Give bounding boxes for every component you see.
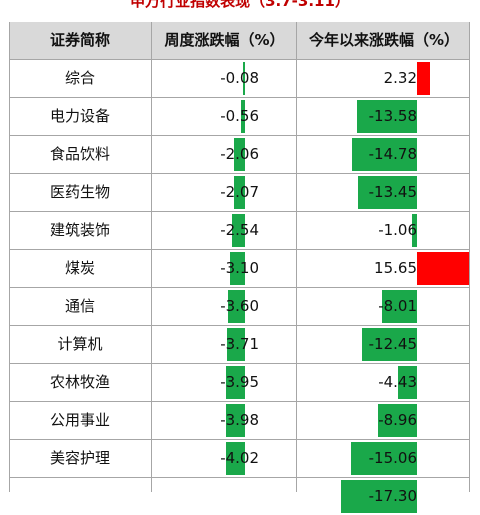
table-row: 美容护理 -4.02 -15.06 (9, 440, 470, 477)
row-divider (9, 363, 470, 364)
row-name: 农林牧渔 (49, 373, 110, 391)
table-row: 公用事业 -3.98 -8.96 (9, 402, 470, 439)
ytd-change-bar (397, 366, 417, 399)
weekly-change-value: -3.60 (220, 297, 259, 315)
table-row: 通信 -3.60 -8.01 (9, 288, 470, 325)
row-name: 公用事业 (49, 411, 110, 429)
weekly-change-value: -2.54 (220, 221, 259, 239)
ytd-change-value: -12.45 (368, 335, 417, 353)
ytd-change-value: 2.32 (383, 69, 417, 87)
ytd-change-bar (412, 214, 417, 247)
row-name: 食品饮料 (49, 145, 110, 163)
table-row: 建筑装饰 -2.54 -1.06 (9, 212, 470, 249)
ytd-change-bar (357, 100, 417, 133)
ytd-change-bar (377, 404, 417, 437)
ytd-change-bar (350, 442, 417, 475)
ytd-change-value: -13.58 (368, 107, 417, 125)
column-divider (296, 22, 297, 492)
row-divider (9, 173, 470, 174)
row-name: 综合 (64, 69, 95, 87)
weekly-change-value: -3.98 (220, 411, 259, 429)
ytd-change-bar (417, 62, 430, 95)
ytd-change-bar (381, 290, 417, 323)
weekly-change-bar (242, 62, 245, 95)
ytd-change-bar (357, 176, 417, 209)
row-divider (9, 325, 470, 326)
chart-title: 申万行业指数表现（3.7-3.11） (130, 0, 350, 10)
table-border (9, 22, 10, 492)
row-divider (9, 401, 470, 402)
weekly-change-bar (226, 404, 245, 437)
row-divider (9, 59, 470, 60)
row-name: 煤炭 (64, 259, 95, 277)
weekly-change-bar (226, 442, 245, 475)
weekly-change-value: -3.95 (220, 373, 259, 391)
ytd-change-bar (362, 328, 417, 361)
weekly-change-value: -0.08 (220, 69, 259, 87)
ytd-change-bar (351, 138, 417, 171)
weekly-change-bar (234, 176, 245, 209)
ytd-change-value: -15.06 (368, 449, 417, 467)
table-row: 电力设备 -0.56 -13.58 (9, 98, 470, 135)
weekly-change-value: -0.56 (220, 107, 259, 125)
row-divider (9, 211, 470, 212)
ytd-change-value: -13.45 (368, 183, 417, 201)
row-name: 电力设备 (49, 107, 110, 125)
table-row: 医药生物 -2.07 -13.45 (9, 174, 470, 211)
weekly-change-bar (226, 366, 245, 399)
table-row: 农林牧渔 -3.95 -4.43 (9, 364, 470, 401)
row-divider (9, 97, 470, 98)
table-row: -17.30 (9, 478, 470, 515)
weekly-change-value: -3.71 (220, 335, 259, 353)
ytd-change-value: -8.01 (378, 297, 417, 315)
row-divider (9, 135, 470, 136)
row-name: 医药生物 (49, 183, 110, 201)
weekly-change-value: -2.07 (220, 183, 259, 201)
weekly-change-bar (229, 252, 245, 285)
row-divider (9, 249, 470, 250)
weekly-change-bar (227, 328, 245, 361)
table-row: 计算机 -3.71 -12.45 (9, 326, 470, 363)
column-divider (151, 22, 152, 492)
row-divider (9, 439, 470, 440)
weekly-change-value: -3.10 (220, 259, 259, 277)
ytd-change-value: -4.43 (378, 373, 417, 391)
ytd-change-value: -8.96 (378, 411, 417, 429)
weekly-change-bar (234, 138, 245, 171)
row-name (9, 478, 151, 515)
ytd-change-value: -14.78 (368, 145, 417, 163)
weekly-change-bar (227, 290, 245, 323)
header-name: 证券简称 (49, 31, 110, 49)
table-row: 食品饮料 -2.06 -14.78 (9, 136, 470, 173)
ytd-change-value: -17.30 (368, 487, 417, 505)
weekly-change-bar (232, 214, 245, 247)
ytd-change-value: 15.65 (374, 259, 417, 277)
row-name: 美容护理 (49, 449, 110, 467)
header-ytd-change: 今年以来涨跌幅（%） (308, 31, 460, 49)
table-header-row: 证券简称 周度涨跌幅（%） 今年以来涨跌幅（%） (9, 22, 470, 59)
table-row: 煤炭 -3.10 15.65 (9, 250, 470, 287)
weekly-change-value: -4.02 (220, 449, 259, 467)
row-divider (9, 287, 470, 288)
row-name: 通信 (64, 297, 95, 315)
weekly-change-value: -2.06 (220, 145, 259, 163)
table-row: 综合 -0.08 2.32 (9, 60, 470, 97)
ytd-change-bar (417, 252, 470, 285)
industry-performance-table: 证券简称 周度涨跌幅（%） 今年以来涨跌幅（%） 综合 -0.08 2.32 电力设备… (9, 22, 470, 513)
row-name: 建筑装饰 (49, 221, 110, 239)
weekly-change-bar (240, 100, 245, 133)
ytd-change-value: -1.06 (378, 221, 417, 239)
header-weekly-change: 周度涨跌幅（%） (164, 31, 285, 49)
row-divider (9, 477, 470, 478)
row-name: 计算机 (57, 335, 103, 353)
table-border (469, 22, 470, 492)
